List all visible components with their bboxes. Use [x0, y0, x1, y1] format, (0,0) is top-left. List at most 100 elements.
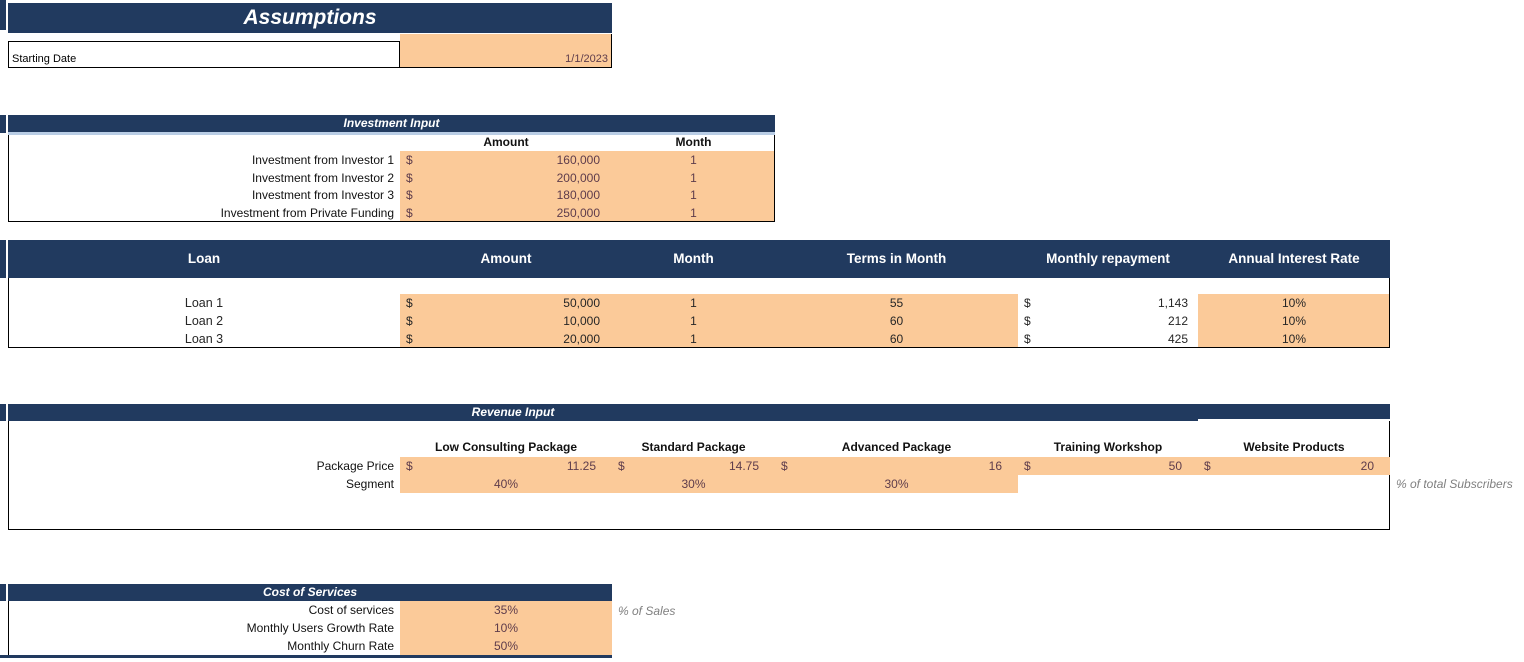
revenue-col-header: Low Consulting Package [434, 440, 578, 454]
revenue-title: Revenue Input [471, 405, 555, 419]
segment-cell[interactable]: 30% [681, 477, 706, 491]
loan-month-cell[interactable]: 1 [690, 314, 697, 328]
loan-month-cell[interactable]: 1 [690, 296, 697, 310]
cost-row-label: Monthly Users Growth Rate [246, 621, 394, 635]
assumptions-title: Assumptions [243, 6, 377, 29]
currency-symbol: $ [406, 171, 413, 185]
revenue-bar-notch [1198, 419, 1390, 421]
investment-table-border [8, 135, 775, 222]
revenue-col-header: Website Products [1243, 440, 1345, 454]
subscribers-note: % of total Subscribers [1396, 477, 1513, 491]
loan-repayment-cell[interactable]: 1,143 [1157, 296, 1188, 310]
investment-month-cell[interactable]: 1 [690, 206, 697, 220]
currency-symbol: $ [406, 332, 413, 346]
investment-row-label: Investment from Private Funding [220, 206, 394, 220]
cost-value-cell[interactable]: 50% [400, 637, 612, 655]
investment-input-title: Investment Input [343, 116, 440, 130]
investment-input-range[interactable] [400, 151, 774, 221]
currency-symbol: $ [1024, 332, 1031, 346]
currency-symbol: $ [406, 459, 413, 473]
revenue-col-header: Training Workshop [1053, 440, 1163, 454]
sales-note: % of Sales [618, 604, 676, 618]
investment-amount-cell[interactable]: 180,000 [556, 188, 600, 202]
loan-month-cell[interactable]: 1 [690, 332, 697, 346]
segment-cell[interactable]: 30% [884, 477, 909, 491]
currency-symbol: $ [1204, 459, 1211, 473]
currency-symbol: $ [406, 188, 413, 202]
segment-cell[interactable]: 40% [493, 477, 519, 491]
starting-date-input-cell[interactable]: 1/1/2023 [400, 34, 612, 68]
loan-interest-input-range[interactable] [1198, 294, 1389, 347]
starting-date-label-cell: Starting Date [8, 41, 400, 68]
cost-value-cell[interactable]: 10% [400, 619, 612, 637]
currency-symbol: $ [1024, 296, 1031, 310]
loan-header-bar [8, 240, 1390, 278]
header-edge-sliver [0, 0, 6, 30]
accent-underline [8, 132, 775, 135]
header-edge-sliver [0, 584, 6, 601]
package-price-cell[interactable]: 14.75 [728, 459, 759, 473]
loan-input-range[interactable] [400, 294, 1018, 347]
investment-month-cell[interactable]: 1 [690, 188, 697, 202]
investment-amount-cell[interactable]: 250,000 [556, 206, 600, 220]
cost-value-cell[interactable]: 35% [400, 601, 612, 619]
revenue-price-input-range[interactable] [400, 457, 1390, 475]
currency-symbol: $ [406, 153, 413, 167]
revenue-table-border [8, 421, 1390, 530]
investment-amount-cell[interactable]: 160,000 [556, 153, 600, 167]
loan-terms-cell[interactable]: 60 [889, 332, 904, 346]
revenue-col-header: Advanced Package [841, 440, 952, 454]
investment-col-amount: Amount [483, 135, 529, 149]
loan-interest-cell[interactable]: 10% [1281, 296, 1307, 310]
loan-col-month: Month [673, 251, 714, 266]
loan-col-interest: Annual Interest Rate [1228, 251, 1360, 266]
cost-title-bar: Cost of Services [8, 584, 612, 601]
currency-symbol: $ [406, 296, 413, 310]
starting-date-value: 1/1/2023 [565, 53, 608, 65]
cost-bottom-border [0, 655, 612, 658]
loan-repayment-cell[interactable]: 212 [1167, 314, 1188, 328]
segment-label: Segment [345, 477, 394, 491]
loan-terms-cell[interactable]: 60 [889, 314, 904, 328]
loan-amount-cell[interactable]: 20,000 [563, 332, 600, 346]
loan-col-loan: Loan [187, 251, 221, 266]
investment-amount-cell[interactable]: 200,000 [556, 171, 600, 185]
currency-symbol: $ [1024, 314, 1031, 328]
loan-name: Loan 3 [184, 332, 224, 346]
loan-col-terms: Terms in Month [846, 251, 947, 266]
package-price-cell[interactable]: 50 [1168, 459, 1182, 473]
cost-row-label: Monthly Churn Rate [287, 639, 394, 653]
currency-symbol: $ [781, 459, 788, 473]
investment-row-label: Investment from Investor 1 [251, 153, 394, 167]
investment-row-label: Investment from Investor 3 [251, 188, 394, 202]
package-price-cell[interactable]: 16 [988, 459, 1002, 473]
loan-interest-cell[interactable]: 10% [1281, 332, 1307, 346]
header-edge-sliver [0, 115, 6, 133]
loan-table-border [8, 278, 1390, 348]
currency-symbol: $ [406, 314, 413, 328]
investment-input-title-bar: Investment Input [8, 115, 775, 132]
loan-name: Loan 1 [184, 296, 224, 310]
package-price-cell[interactable]: 20 [1360, 459, 1374, 473]
currency-symbol: $ [406, 206, 413, 220]
loan-amount-cell[interactable]: 50,000 [563, 296, 600, 310]
loan-interest-cell[interactable]: 10% [1281, 314, 1307, 328]
loan-repayment-cell[interactable]: 425 [1167, 332, 1188, 346]
header-edge-sliver [0, 240, 6, 278]
investment-col-month: Month [675, 135, 712, 149]
revenue-col-header: Standard Package [641, 440, 746, 454]
loan-terms-cell[interactable]: 55 [889, 296, 904, 310]
cost-title: Cost of Services [262, 585, 358, 599]
revenue-segment-input-range[interactable] [400, 475, 1018, 493]
cost-row-label: Cost of services [308, 603, 394, 617]
currency-symbol: $ [618, 459, 625, 473]
investment-month-cell[interactable]: 1 [690, 171, 697, 185]
package-price-cell[interactable]: 11.25 [566, 459, 596, 473]
loan-amount-cell[interactable]: 10,000 [563, 314, 600, 328]
header-edge-sliver [0, 404, 6, 421]
investment-month-cell[interactable]: 1 [690, 153, 697, 167]
investment-row-label: Investment from Investor 2 [251, 171, 394, 185]
loan-col-amount: Amount [480, 251, 532, 266]
package-price-label: Package Price [316, 459, 394, 473]
